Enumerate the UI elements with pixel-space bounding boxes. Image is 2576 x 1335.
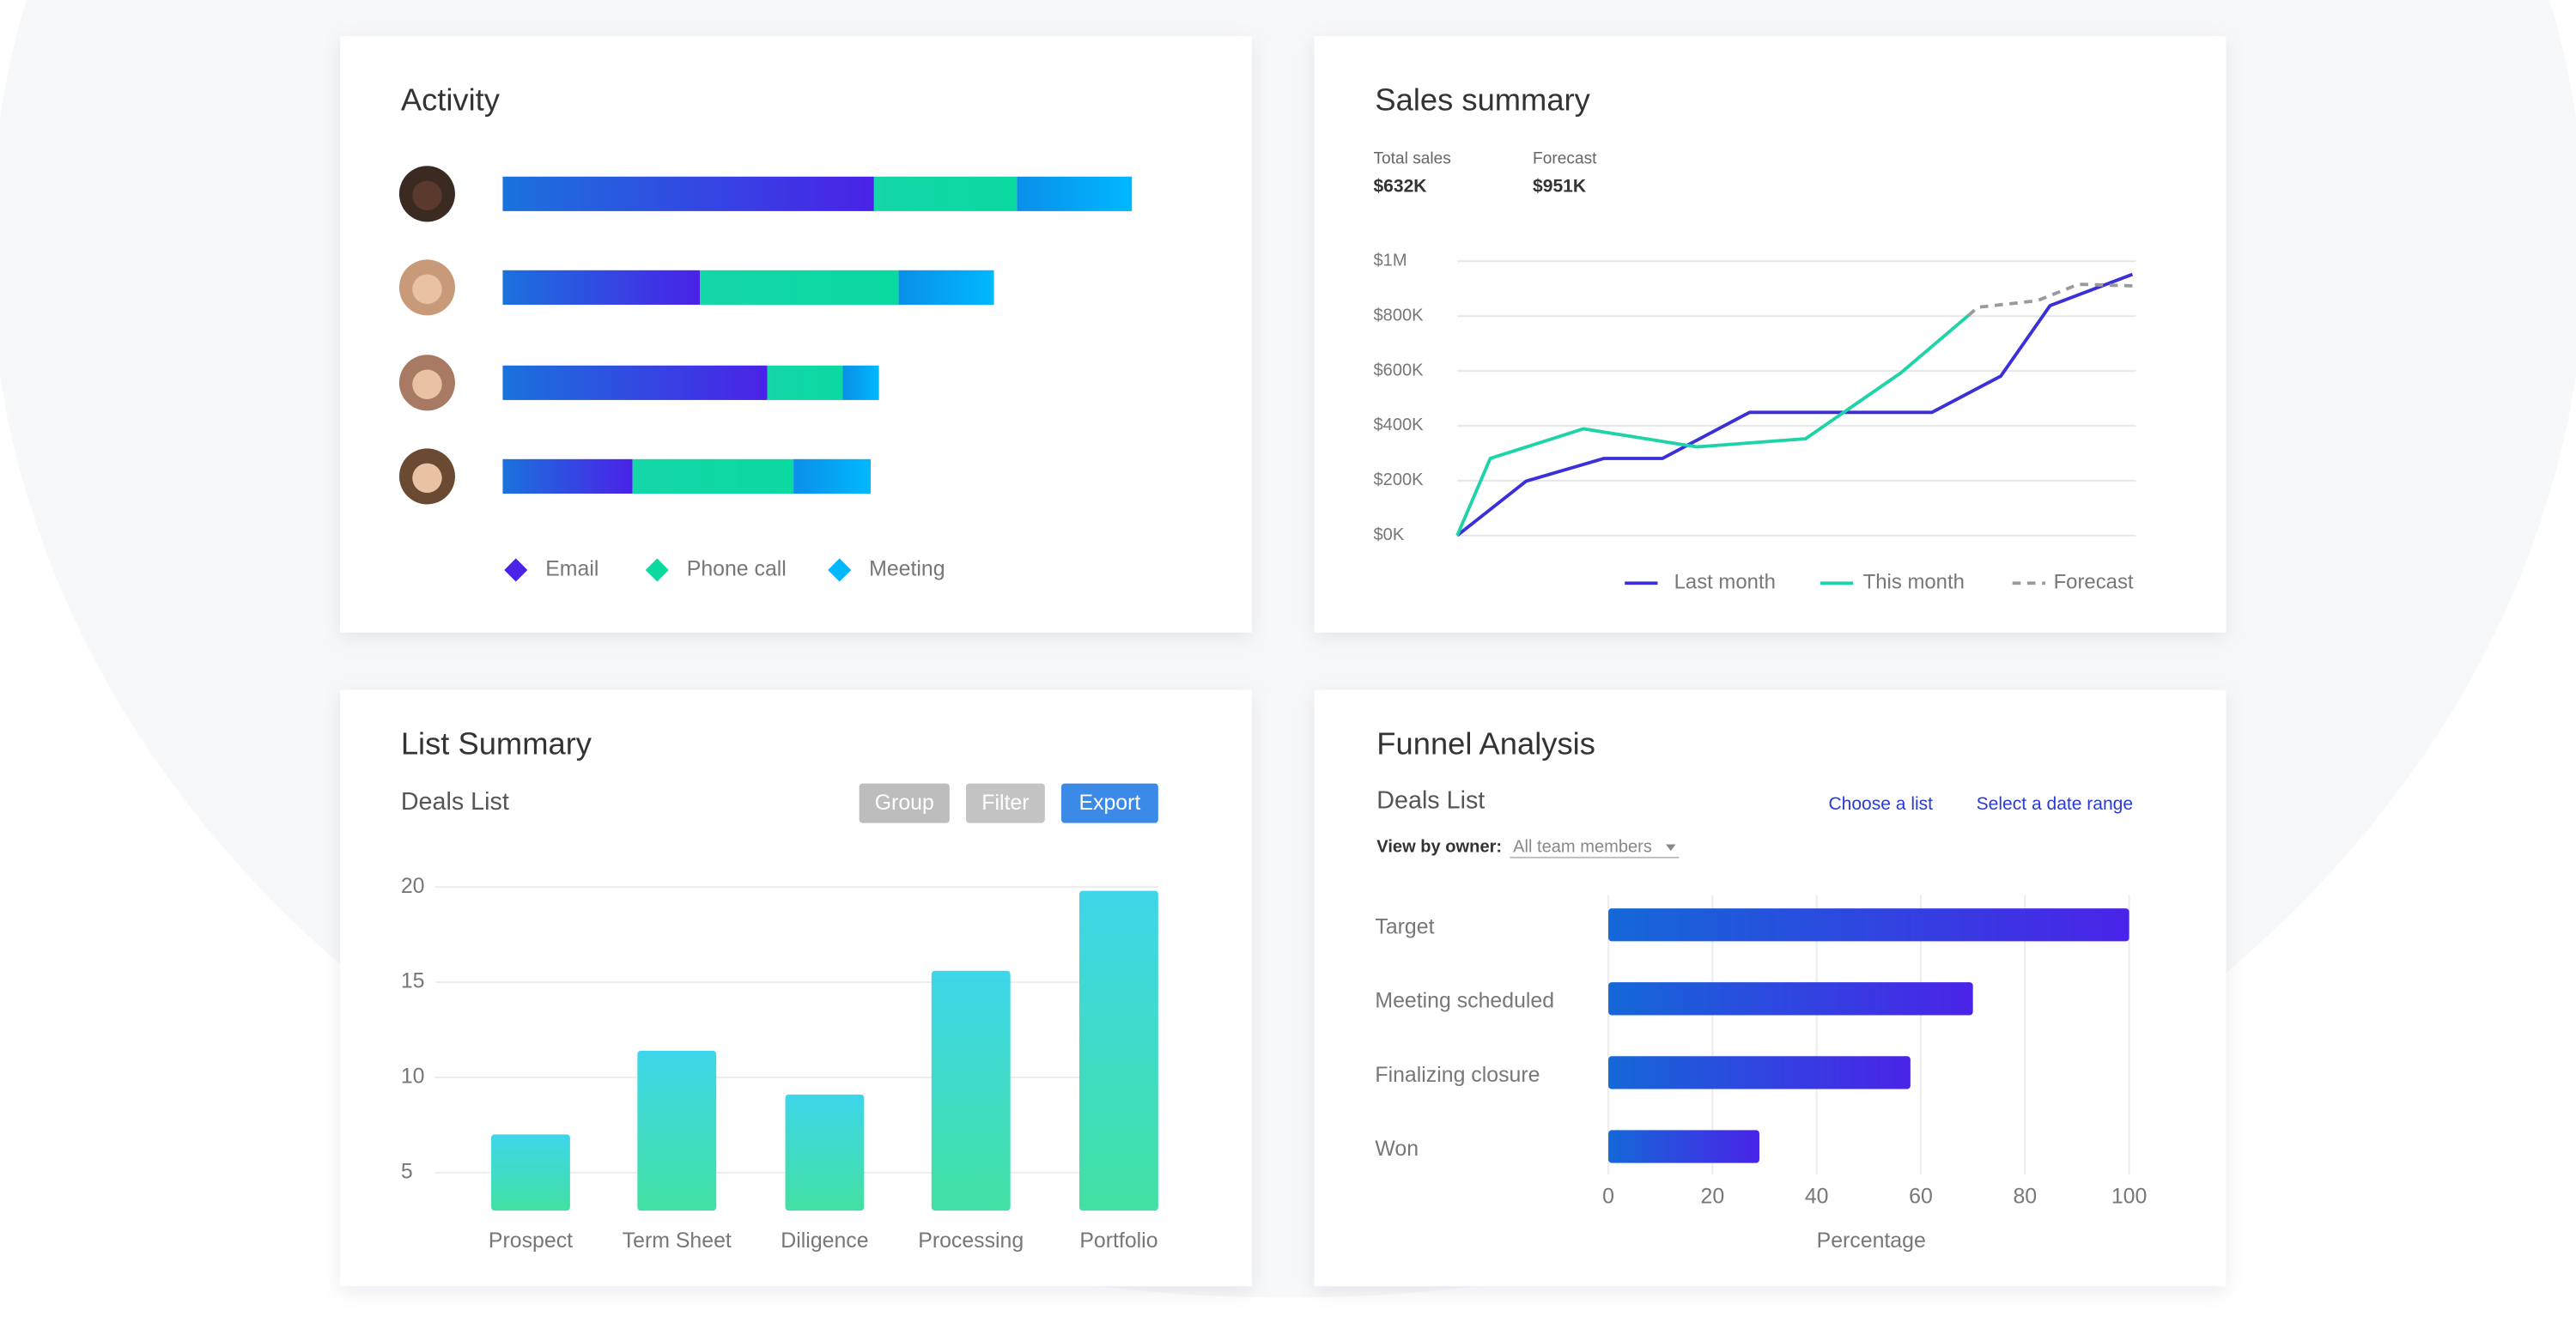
- bar-segment: [502, 365, 768, 400]
- y-tick-label: Meeting scheduled: [1375, 989, 1554, 1013]
- bar-segment: [502, 458, 633, 494]
- y-tick-label: Won: [1375, 1137, 1419, 1161]
- y-tick-label: 15: [401, 969, 425, 993]
- line: [1455, 272, 2134, 537]
- card: [340, 36, 1252, 633]
- x-tick-label: 60: [1909, 1184, 1933, 1208]
- legend-label: Forecast: [2054, 571, 2134, 594]
- legend-label: Email: [545, 557, 598, 581]
- bar-segment: [502, 176, 874, 211]
- line: [1455, 314, 1970, 537]
- bar-segment: [793, 458, 872, 494]
- legend-marker: [504, 558, 528, 582]
- bar: [1608, 1130, 1759, 1163]
- legend-marker: [828, 558, 852, 582]
- button[interactable]: [1060, 783, 1158, 823]
- bar-segment: [873, 176, 1018, 211]
- x-tick-label: 40: [1805, 1184, 1829, 1208]
- x-tick-label: 100: [2111, 1184, 2147, 1208]
- card-title: List Summary: [401, 725, 592, 761]
- y-tick-label: $400K: [1373, 416, 1424, 434]
- x-tick-label: Processing: [918, 1229, 1024, 1253]
- x-tick-label: 0: [1602, 1184, 1614, 1208]
- button[interactable]: [859, 783, 950, 823]
- button[interactable]: [966, 783, 1045, 823]
- bar-segment: [502, 270, 701, 305]
- bar: [491, 1134, 570, 1211]
- bar-segment: [898, 270, 994, 305]
- stat-value: $951K: [1533, 177, 1586, 197]
- button-label: Filter: [981, 791, 1029, 815]
- bar: [1608, 1056, 1911, 1089]
- y-tick-label: $0K: [1373, 525, 1404, 544]
- avatar-face: [412, 180, 442, 210]
- x-tick-label: Prospect: [489, 1229, 573, 1253]
- x-tick-label: Portfolio: [1079, 1229, 1157, 1253]
- x-tick-label: Term Sheet: [623, 1229, 732, 1253]
- legend-marker: [645, 558, 669, 582]
- x-tick-label: Diligence: [781, 1229, 868, 1253]
- bar: [1608, 982, 1973, 1016]
- dropdown-caret: [1666, 844, 1676, 852]
- bar: [1608, 908, 2129, 942]
- stat-label: Total sales: [1373, 150, 1450, 168]
- legend-label: Last month: [1674, 571, 1776, 594]
- bar: [1079, 890, 1158, 1211]
- x-axis-label: Percentage: [1817, 1229, 1926, 1253]
- stat-value: $632K: [1373, 177, 1426, 197]
- card-title: Activity: [401, 82, 501, 117]
- card: [1314, 36, 2227, 633]
- bar-segment: [632, 458, 794, 494]
- x-tick-label: 80: [2013, 1184, 2037, 1208]
- avatar-face: [412, 274, 442, 304]
- legend-label: Meeting: [869, 557, 945, 581]
- bar-segment: [1017, 176, 1133, 211]
- legend-label: This month: [1863, 571, 1965, 594]
- x-tick-label: 20: [1701, 1184, 1725, 1208]
- y-tick-label: $1M: [1373, 252, 1406, 270]
- card-subtitle: Deals List: [1376, 786, 1485, 814]
- y-tick-label: $200K: [1373, 470, 1424, 489]
- bar: [637, 1050, 717, 1211]
- y-tick-label: $600K: [1373, 361, 1424, 379]
- card-title: Funnel Analysis: [1376, 725, 1595, 761]
- bar-segment: [700, 270, 899, 305]
- legend-label: Phone call: [687, 557, 787, 581]
- link[interactable]: Select a date range: [1977, 794, 2133, 814]
- avatar-face: [412, 369, 442, 399]
- y-tick-label: $800K: [1373, 306, 1424, 325]
- button-label: Group: [875, 791, 934, 815]
- link[interactable]: Choose a list: [1828, 794, 1933, 814]
- y-tick-label: Finalizing closure: [1375, 1063, 1540, 1087]
- dropdown-value[interactable]: All team members: [1513, 838, 1652, 857]
- y-tick-label: 20: [401, 874, 425, 898]
- bar: [931, 970, 1011, 1211]
- y-tick-label: Target: [1375, 915, 1434, 939]
- y-tick-label: 10: [401, 1064, 425, 1088]
- button-label: Export: [1078, 791, 1140, 815]
- card-subtitle: Deals List: [401, 788, 509, 816]
- line: [1967, 282, 2133, 317]
- filter-label: View by owner:: [1376, 838, 1502, 857]
- bar: [785, 1094, 865, 1211]
- bar-segment: [767, 365, 843, 400]
- y-tick-label: 5: [401, 1159, 413, 1183]
- avatar-face: [412, 463, 442, 494]
- card-title: Sales summary: [1375, 82, 1590, 117]
- stat-label: Forecast: [1533, 150, 1597, 168]
- bar-segment: [842, 365, 879, 400]
